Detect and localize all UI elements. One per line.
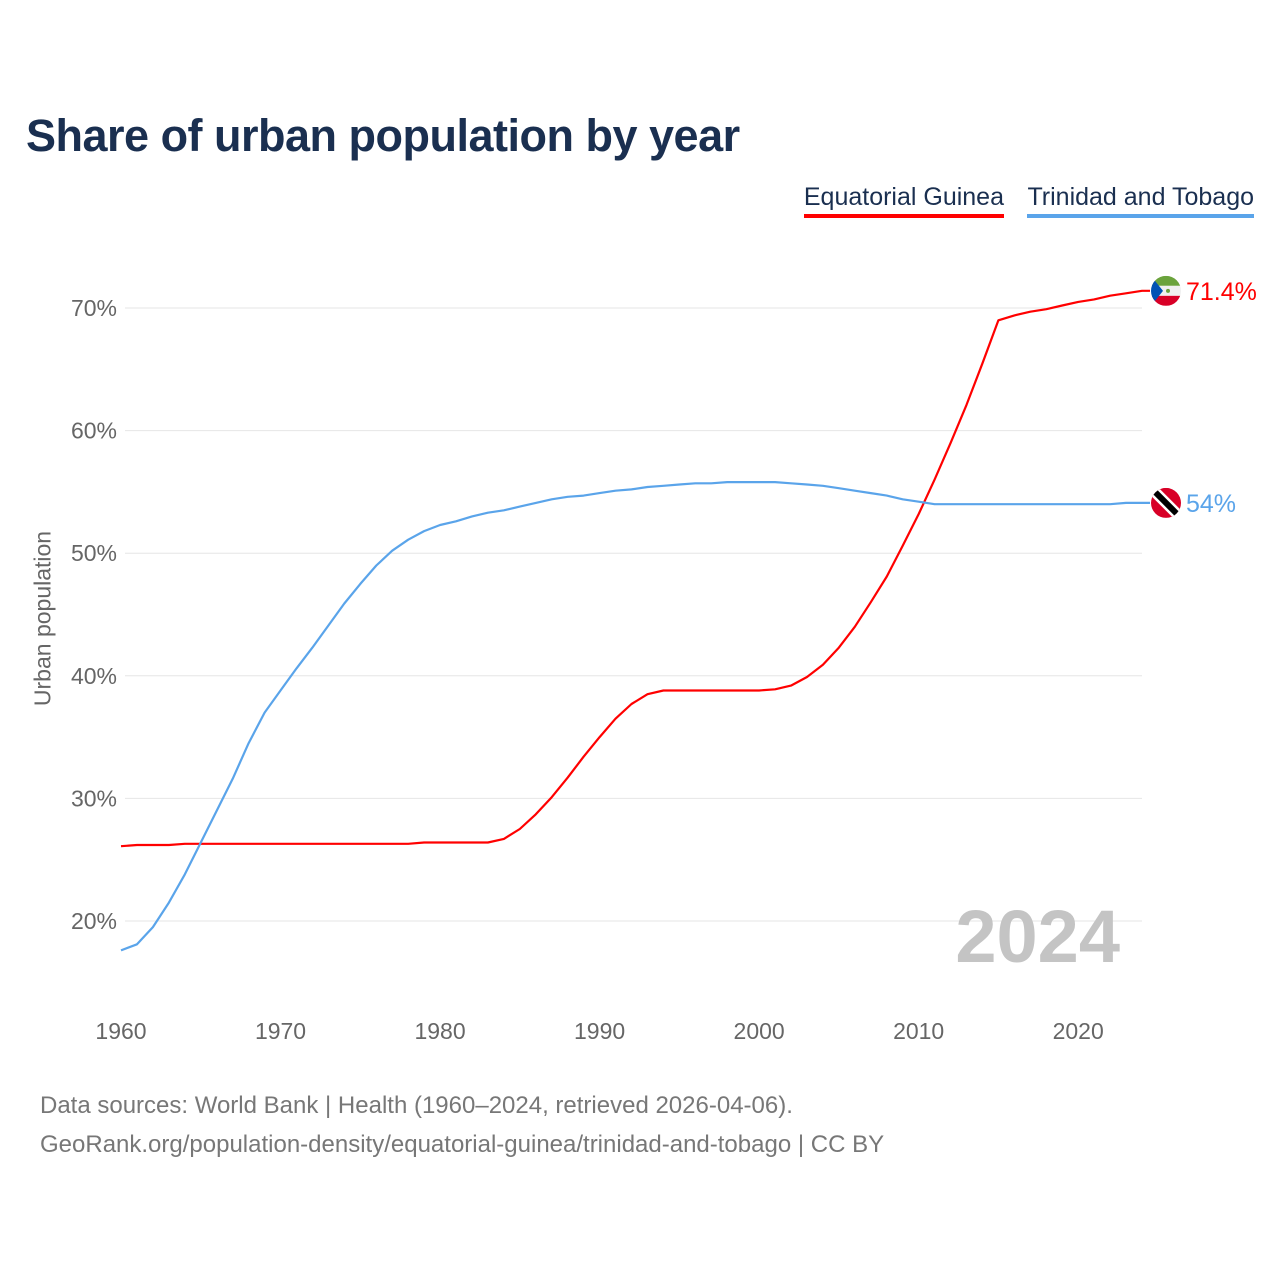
y-tick-label: 50% [71, 540, 117, 566]
flag-equatorial-guinea-icon [1151, 275, 1181, 306]
year-watermark: 2024 [955, 895, 1120, 978]
end-value-label: 71.4% [1186, 278, 1257, 306]
y-tick-label: 70% [71, 295, 117, 321]
end-value-label: 54% [1186, 490, 1236, 518]
chart-title: Share of urban population by year [26, 110, 740, 161]
y-tick-label: 20% [71, 908, 117, 934]
x-tick-label: 2000 [734, 1018, 785, 1044]
x-tick-label: 2010 [893, 1018, 944, 1044]
flag-trinidad-and-tobago-icon [1151, 487, 1181, 518]
series-line-equatorial-guinea [120, 289, 1150, 848]
series-line-trinidad-and-tobago [120, 481, 1150, 952]
footer: Data sources: World Bank | Health (1960–… [40, 1086, 884, 1164]
legend-trinidad-and-tobago[interactable]: Trinidad and Tobago [1027, 183, 1254, 218]
x-tick-label: 1990 [574, 1018, 625, 1044]
x-tick-label: 2020 [1053, 1018, 1104, 1044]
y-tick-label: 40% [71, 663, 117, 689]
legend-equatorial-guinea[interactable]: Equatorial Guinea [803, 183, 1004, 218]
footer-sources: Data sources: World Bank | Health (1960–… [40, 1092, 793, 1119]
y-tick-label: 60% [71, 418, 117, 444]
x-tick-label: 1980 [414, 1018, 465, 1044]
y-tick-label: 30% [71, 785, 117, 811]
footer-attribution[interactable]: GeoRank.org/population-density/equatoria… [40, 1131, 885, 1158]
x-tick-label: 1970 [255, 1018, 306, 1044]
x-tick-label: 1960 [95, 1018, 146, 1044]
